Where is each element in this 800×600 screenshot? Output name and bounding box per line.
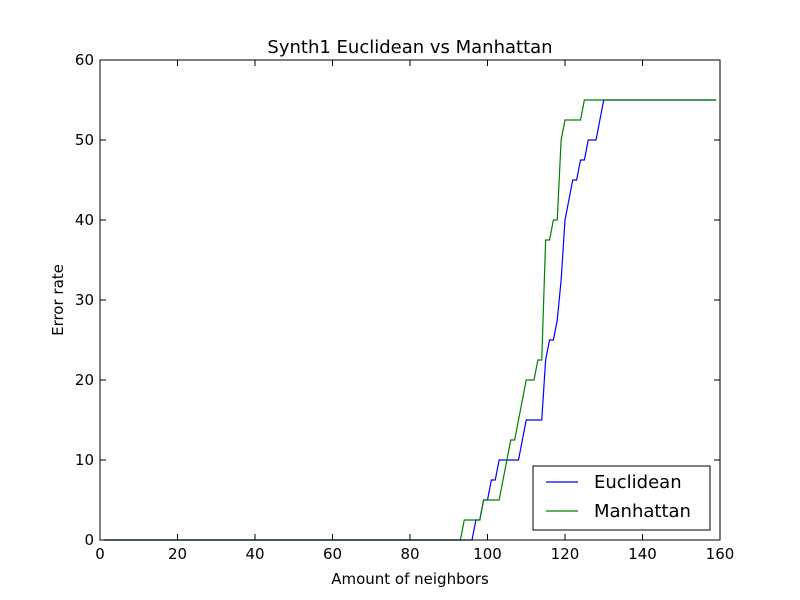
y-tick-label: 10 bbox=[75, 451, 94, 469]
y-tick-label: 60 bbox=[75, 51, 94, 69]
y-tick-label: 50 bbox=[75, 131, 94, 149]
x-axis-label: Amount of neighbors bbox=[331, 570, 489, 588]
chart-title: Synth1 Euclidean vs Manhattan bbox=[267, 37, 552, 58]
y-axis-label: Error rate bbox=[49, 264, 67, 336]
x-tick-label: 40 bbox=[245, 545, 264, 563]
legend-frame bbox=[532, 465, 711, 531]
x-tick-label: 20 bbox=[168, 545, 187, 563]
x-tick-label: 120 bbox=[551, 545, 580, 563]
legend-label-manhattan: Manhattan bbox=[594, 501, 691, 522]
x-tick-label: 80 bbox=[400, 545, 419, 563]
y-tick-labels: 0 10 20 30 40 50 60 bbox=[75, 51, 94, 549]
x-tick-label: 100 bbox=[473, 545, 502, 563]
legend-label-euclidean: Euclidean bbox=[594, 472, 682, 493]
plot-background bbox=[100, 60, 720, 540]
y-tick-label: 30 bbox=[75, 291, 94, 309]
plot-area bbox=[99, 59, 721, 541]
x-tick-label: 60 bbox=[323, 545, 342, 563]
x-tick-label: 140 bbox=[628, 545, 657, 563]
y-tick-label: 0 bbox=[84, 531, 94, 549]
x-tick-label: 160 bbox=[706, 545, 735, 563]
x-tick-label: 0 bbox=[95, 545, 105, 563]
plot-frame bbox=[99, 59, 721, 541]
series-line-euclidean bbox=[103, 99, 717, 541]
legend: Euclidean Manhattan bbox=[532, 465, 711, 531]
y-tick-label: 20 bbox=[75, 371, 94, 389]
series-line-manhattan bbox=[103, 99, 717, 541]
x-tick-labels: 0 20 40 60 80 100 120 140 160 bbox=[95, 545, 734, 563]
series-layer bbox=[103, 99, 717, 541]
y-tick-label: 40 bbox=[75, 211, 94, 229]
